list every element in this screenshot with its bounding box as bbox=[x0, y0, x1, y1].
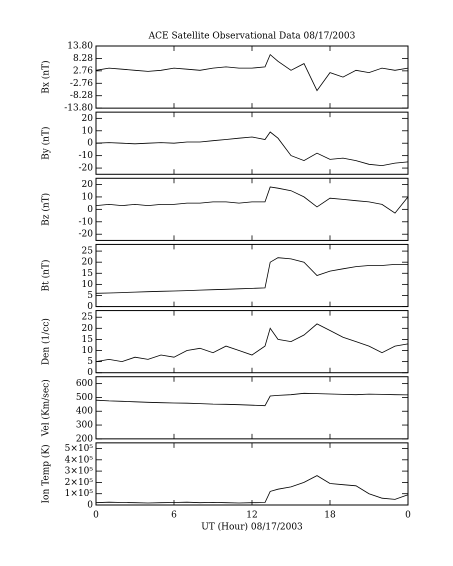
x-tick-label: 6 bbox=[171, 511, 177, 521]
y-tick-label: 20 bbox=[82, 114, 94, 124]
y-tick-label: 20 bbox=[82, 258, 94, 268]
y-tick-label: 500 bbox=[76, 393, 93, 403]
y-tick-label: -10 bbox=[79, 217, 94, 227]
y-tick-label: 0 bbox=[87, 501, 93, 511]
data-line bbox=[95, 186, 409, 214]
y-axis-label: Den (1/cc) bbox=[41, 318, 52, 365]
y-tick-label: 2.76 bbox=[73, 66, 93, 76]
x-tick-label: 12 bbox=[246, 511, 257, 521]
y-tick-label: 5 bbox=[87, 291, 93, 301]
y-tick-label: 200 bbox=[76, 434, 93, 444]
chart-title: ACE Satellite Observational Data 08/17/2… bbox=[148, 32, 356, 42]
y-tick-label: 10 bbox=[82, 126, 94, 136]
y-tick-label: 25 bbox=[82, 247, 94, 257]
data-line bbox=[95, 257, 408, 294]
y-tick-label: 2×10⁵ bbox=[65, 478, 94, 488]
x-tick-label: 0 bbox=[405, 511, 411, 521]
y-tick-label: 0 bbox=[87, 205, 93, 215]
y-tick-label: 8.28 bbox=[73, 54, 93, 64]
y-axis-label: Vel (Km/sec) bbox=[41, 379, 52, 437]
y-tick-label: 600 bbox=[76, 379, 93, 389]
data-line bbox=[95, 323, 409, 363]
panel-frame bbox=[95, 177, 409, 241]
data-line bbox=[95, 53, 409, 92]
y-tick-label: 0 bbox=[87, 139, 93, 149]
data-line bbox=[95, 131, 409, 167]
y-tick-label: 20 bbox=[82, 180, 94, 190]
y-axis-label: Bz (nT) bbox=[41, 193, 52, 226]
y-tick-label: 15 bbox=[82, 335, 94, 345]
y-tick-label: -13.80 bbox=[64, 104, 93, 114]
panel-frame bbox=[95, 243, 409, 308]
x-tick-label: 18 bbox=[324, 511, 336, 521]
y-tick-label: 0 bbox=[87, 368, 93, 378]
data-line bbox=[95, 475, 409, 504]
y-tick-label: 15 bbox=[82, 269, 94, 279]
y-axis-label: Bt (nT) bbox=[41, 260, 52, 292]
x-axis-label: UT (Hour) 08/17/2003 bbox=[201, 522, 303, 533]
y-tick-label: 13.80 bbox=[67, 42, 93, 52]
y-tick-label: 3×10⁵ bbox=[65, 467, 94, 477]
y-tick-label: 300 bbox=[76, 421, 93, 431]
y-tick-label: 10 bbox=[82, 192, 94, 202]
panel-frame bbox=[95, 45, 409, 109]
y-tick-label: 10 bbox=[82, 280, 94, 290]
panel-frame bbox=[95, 376, 409, 440]
y-axis-label: By (nT) bbox=[41, 127, 52, 160]
y-tick-label: 5×10⁵ bbox=[65, 444, 94, 454]
y-tick-label: 4×10⁵ bbox=[65, 455, 94, 465]
y-tick-label: -10 bbox=[79, 151, 94, 161]
y-tick-label: 5 bbox=[87, 357, 93, 367]
y-tick-label: 400 bbox=[76, 407, 93, 417]
panel-frame bbox=[95, 310, 409, 374]
y-tick-label: -20 bbox=[79, 164, 94, 174]
y-tick-label: -20 bbox=[79, 230, 94, 240]
y-tick-label: 1×10⁵ bbox=[65, 489, 94, 499]
y-tick-label: 0 bbox=[87, 302, 93, 312]
y-axis-label: Ion Temp (K) bbox=[41, 444, 52, 503]
y-tick-label: 20 bbox=[82, 324, 94, 334]
y-tick-label: 25 bbox=[82, 313, 94, 323]
y-tick-label: -8.28 bbox=[70, 91, 93, 101]
x-tick-label: 0 bbox=[93, 511, 99, 521]
y-tick-label: -2.76 bbox=[70, 79, 93, 89]
y-axis-label: Bx (nT) bbox=[41, 60, 52, 93]
data-line bbox=[95, 392, 409, 407]
y-tick-label: 10 bbox=[82, 346, 94, 356]
panel-frame bbox=[95, 442, 409, 506]
